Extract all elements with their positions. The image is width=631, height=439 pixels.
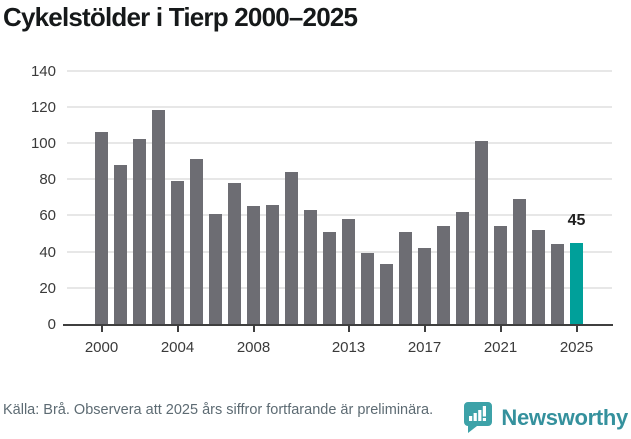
- newsworthy-wordmark: Newsworthy: [501, 404, 628, 430]
- axis-tick: [423, 326, 426, 332]
- bar-2022: [512, 199, 527, 324]
- bar-2010: [284, 171, 299, 324]
- bar-2013: [341, 219, 356, 324]
- x-axis-label: 2021: [483, 339, 518, 356]
- bar-2014: [360, 253, 375, 324]
- bar-2020: [474, 141, 489, 324]
- gridline: [67, 178, 612, 181]
- y-axis-label: 100: [30, 135, 56, 152]
- gridline: [67, 142, 612, 144]
- y-axis-label: 60: [39, 207, 56, 225]
- bar-2011: [303, 209, 318, 324]
- y-axis-label: 0: [47, 316, 56, 333]
- bar-2007: [227, 182, 242, 324]
- bar-2023: [531, 229, 546, 324]
- x-axis-label: 2017: [407, 339, 442, 356]
- axis-tick: [176, 326, 179, 332]
- bar-2003: [151, 110, 166, 324]
- bar-2012: [322, 231, 337, 324]
- source-note: Källa: Brå. Observera att 2025 års siffr…: [3, 402, 434, 418]
- bar-2005: [189, 159, 204, 324]
- y-axis-label: 80: [39, 171, 56, 189]
- gridline: [67, 69, 612, 72]
- bar-2000: [94, 132, 109, 324]
- bar-2001: [113, 164, 128, 324]
- gridline: [67, 250, 612, 253]
- bar-2015: [379, 264, 394, 324]
- axis-tick: [347, 326, 350, 332]
- x-axis-label: 2013: [331, 339, 366, 356]
- chart-title: Cykelstölder i Tierp 2000–2025: [3, 2, 358, 32]
- bar-2017: [417, 247, 432, 324]
- x-axis-line: [63, 324, 613, 326]
- bar-2002: [132, 139, 147, 324]
- bar-2006: [208, 213, 223, 324]
- bar-2009: [265, 204, 280, 324]
- bar-chart-speech-bubble-icon: [463, 401, 493, 434]
- axis-tick: [252, 326, 255, 332]
- newsworthy-logo[interactable]: Newsworthy: [463, 401, 628, 434]
- bar-2019: [455, 211, 470, 324]
- bar-2016: [398, 231, 413, 324]
- y-axis-label: 40: [39, 243, 56, 261]
- axis-tick: [499, 326, 502, 332]
- gridline: [67, 286, 612, 289]
- y-axis-label: 20: [39, 279, 56, 297]
- x-axis-label: 2000: [84, 339, 119, 356]
- bar-2004: [170, 181, 185, 324]
- bar-value-label: 45: [567, 211, 586, 229]
- gridline: [67, 105, 612, 108]
- bar-2018: [436, 226, 451, 324]
- y-axis-label: 140: [30, 62, 56, 80]
- axis-tick: [575, 326, 578, 332]
- x-axis-label: 2025: [559, 339, 594, 356]
- x-axis-label: 2008: [236, 339, 271, 356]
- y-axis-label: 120: [30, 98, 56, 116]
- bar-2025: [569, 242, 584, 324]
- bar-2008: [246, 206, 261, 324]
- axis-tick: [100, 326, 103, 332]
- gridline: [67, 214, 612, 217]
- bar-2021: [493, 226, 508, 324]
- x-axis-label: 2004: [160, 339, 195, 356]
- bar-2024: [550, 244, 565, 324]
